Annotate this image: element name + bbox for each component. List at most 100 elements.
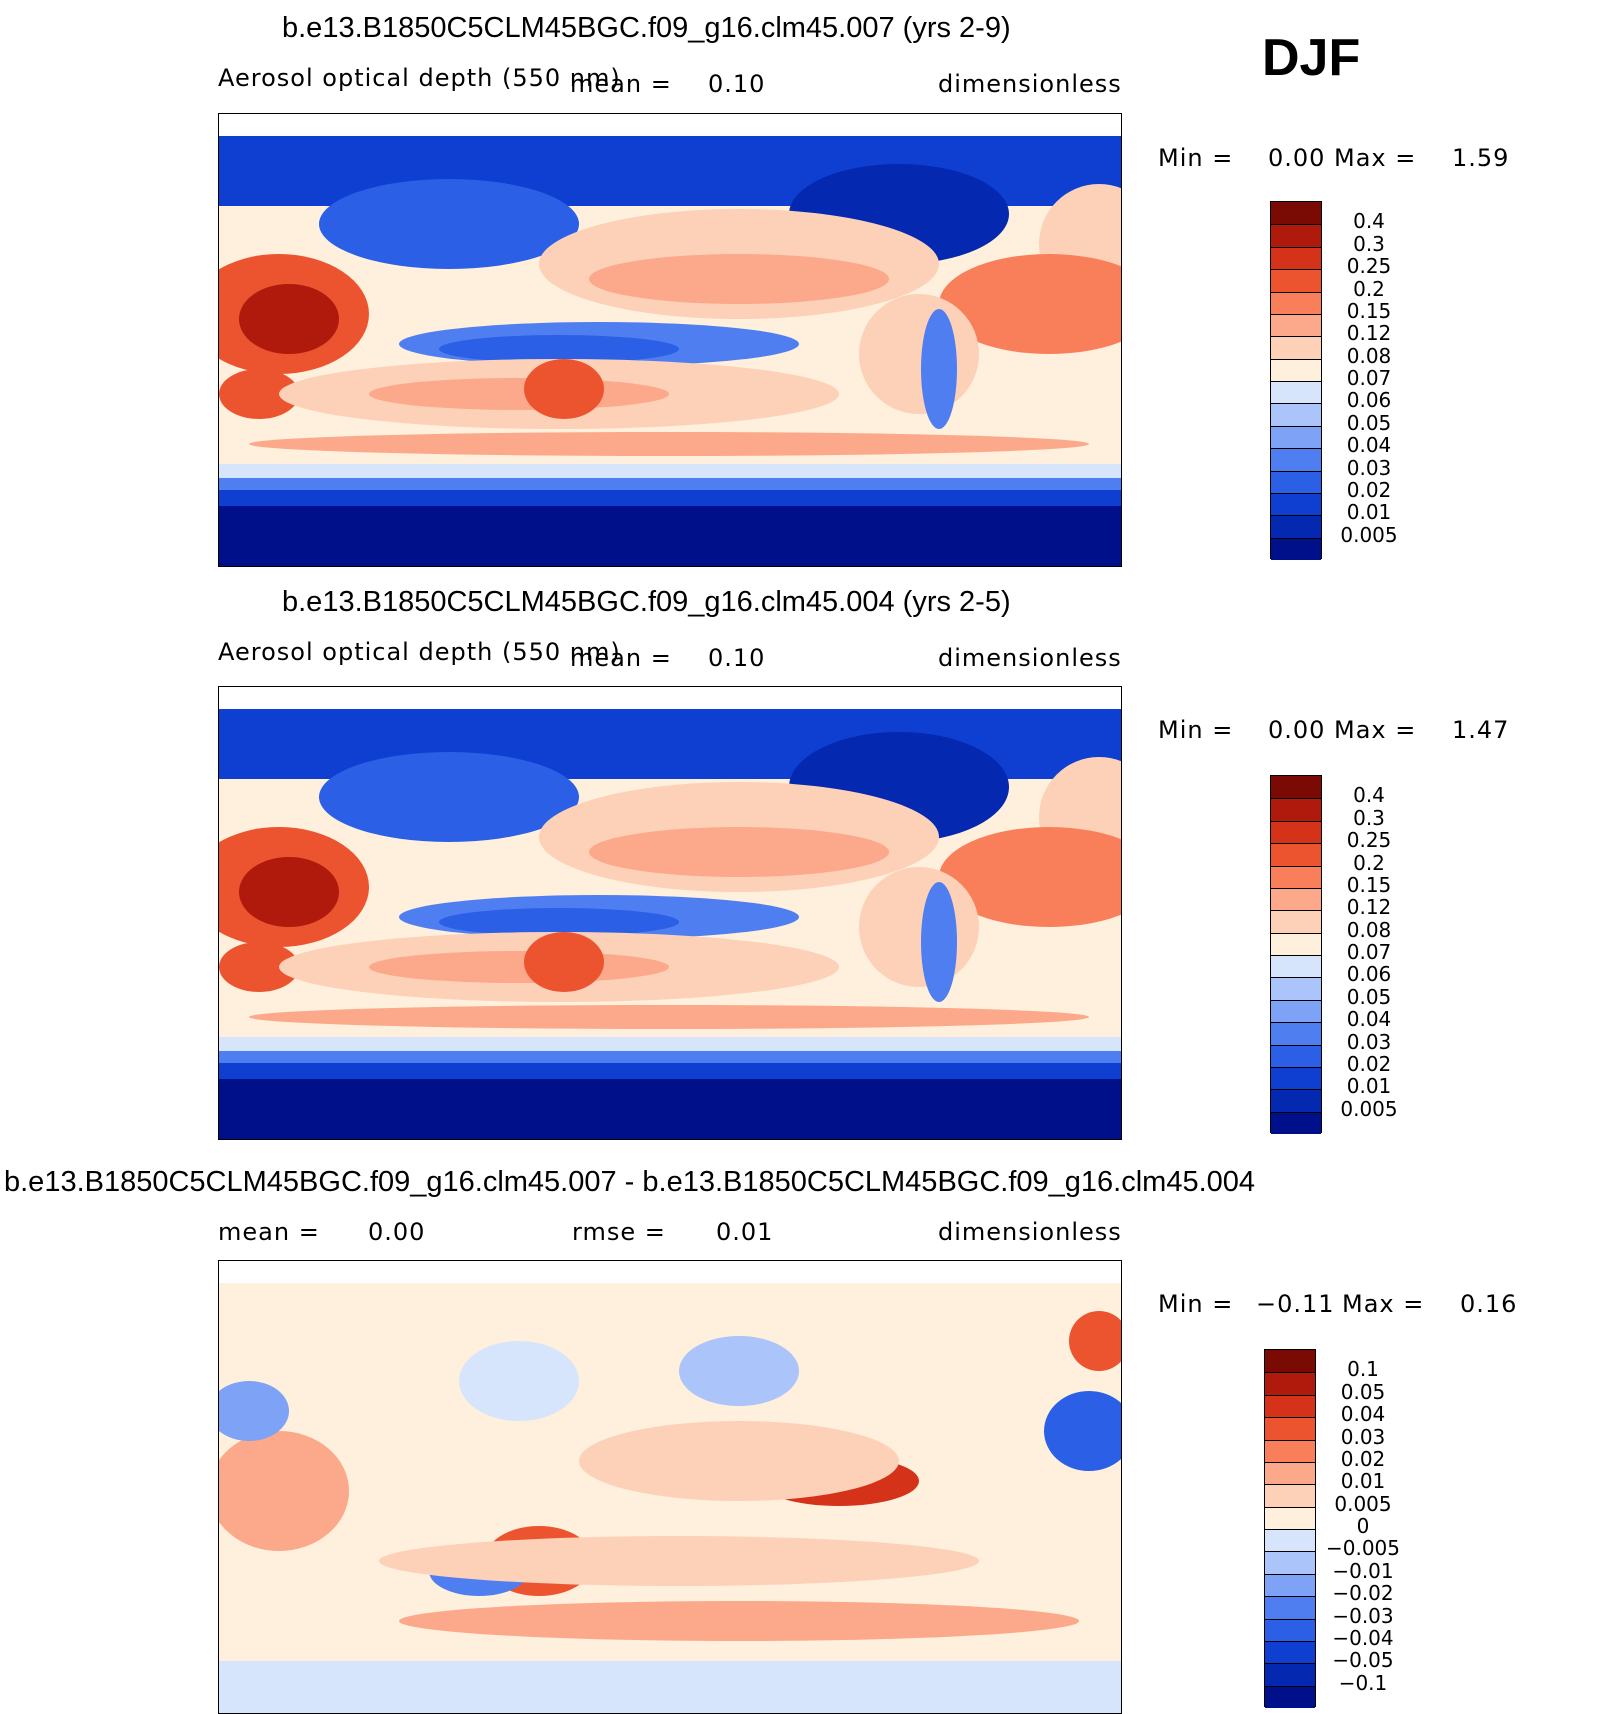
- colorbar-box: [1265, 1685, 1315, 1708]
- colorbar-box: [1271, 448, 1321, 471]
- colorbar-box: [1271, 269, 1321, 292]
- panel2-min-label: Min =: [1158, 716, 1234, 744]
- colorbar-box: [1271, 865, 1321, 888]
- colorbar-box: [1271, 403, 1321, 426]
- colorbar-box: [1271, 313, 1321, 337]
- colorbar-tick-label: −0.005: [1325, 1536, 1400, 1561]
- colorbar-box: [1271, 515, 1321, 538]
- panel1-units: dimensionless: [938, 70, 1122, 98]
- colorbar-box: [1271, 1089, 1321, 1112]
- colorbar-box: [1271, 1066, 1321, 1090]
- panel3-map: [218, 1260, 1122, 1714]
- panel3-map-field: [219, 1261, 1121, 1713]
- panel3-max-label: Max =: [1342, 1290, 1425, 1318]
- panel1-max-label: Max =: [1334, 144, 1417, 172]
- colorbar-tick-label: 0.04: [1346, 433, 1392, 458]
- colorbar-tick-label: −0.03: [1332, 1603, 1394, 1628]
- panel2-max-label: Max =: [1334, 716, 1417, 744]
- panel1-colorbar: [1270, 201, 1322, 560]
- colorbar-box: [1271, 798, 1321, 821]
- colorbar-tick-label: −0.02: [1332, 1581, 1394, 1606]
- panel3-min-value: −0.11: [1256, 1290, 1335, 1318]
- colorbar-tick-label: 0.02: [1346, 1051, 1392, 1076]
- colorbar-box: [1265, 1417, 1315, 1440]
- colorbar-tick-label: 0.25: [1346, 254, 1392, 279]
- colorbar-box: [1271, 977, 1321, 1000]
- colorbar-box: [1271, 999, 1321, 1023]
- colorbar-tick-label: 0.1: [1347, 1357, 1379, 1382]
- colorbar-box: [1265, 1506, 1315, 1529]
- colorbar-tick-label: 0.04: [1346, 1007, 1392, 1032]
- colorbar-box: [1265, 1529, 1315, 1552]
- colorbar-tick-label: 0.06: [1346, 962, 1392, 987]
- colorbar-tick-label: 0.2: [1353, 276, 1385, 301]
- colorbar-box: [1271, 470, 1321, 493]
- colorbar-box: [1271, 492, 1321, 516]
- colorbar-box: [1265, 1461, 1315, 1485]
- panel3-colorbar: [1264, 1349, 1316, 1708]
- colorbar-tick-label: 0.2: [1353, 850, 1385, 875]
- colorbar-tick-label: 0.03: [1346, 1029, 1392, 1054]
- panel2-variable-label: Aerosol optical depth (550 nm): [218, 638, 621, 666]
- colorbar-box: [1271, 425, 1321, 449]
- colorbar-box: [1271, 336, 1321, 359]
- colorbar-box: [1265, 1484, 1315, 1507]
- colorbar-tick-label: 0.15: [1346, 298, 1392, 323]
- colorbar-tick-label: 0.05: [1346, 984, 1392, 1009]
- colorbar-box: [1271, 910, 1321, 933]
- colorbar-box: [1271, 1022, 1321, 1045]
- colorbar-box: [1265, 1573, 1315, 1597]
- colorbar-tick-label: 0.06: [1346, 388, 1392, 413]
- colorbar-box: [1265, 1350, 1315, 1373]
- colorbar-box: [1271, 224, 1321, 247]
- panel3-units: dimensionless: [938, 1218, 1122, 1246]
- colorbar-box: [1271, 202, 1321, 225]
- colorbar-tick-label: 0.02: [1346, 477, 1392, 502]
- panel1-mean-label: mean =: [570, 70, 672, 98]
- colorbar-box: [1271, 820, 1321, 844]
- colorbar-tick-label: 0.4: [1353, 209, 1385, 234]
- colorbar-box: [1271, 381, 1321, 404]
- colorbar-tick-label: 0.4: [1353, 783, 1385, 808]
- colorbar-tick-label: 0.08: [1346, 343, 1392, 368]
- colorbar-box: [1271, 932, 1321, 955]
- panel2-mean-value: 0.10: [708, 644, 766, 672]
- colorbar-tick-label: 0.12: [1346, 895, 1392, 920]
- colorbar-tick-label: 0.03: [1346, 455, 1392, 480]
- colorbar-tick-label: 0.07: [1346, 940, 1392, 964]
- colorbar-box: [1271, 843, 1321, 866]
- colorbar-tick-label: −0.01: [1332, 1558, 1394, 1583]
- panel3-mean-value: 0.00: [368, 1218, 426, 1246]
- colorbar-box: [1265, 1551, 1315, 1574]
- panel1-min-label: Min =: [1158, 144, 1234, 172]
- colorbar-box: [1271, 358, 1321, 381]
- colorbar-tick-label: 0.25: [1346, 828, 1392, 853]
- panel1-mean-value: 0.10: [708, 70, 766, 98]
- panel1-min-value: 0.00: [1268, 144, 1326, 172]
- panel2-map: [218, 686, 1122, 1140]
- colorbar-box: [1265, 1663, 1315, 1686]
- colorbar-tick-label: −0.04: [1332, 1625, 1394, 1650]
- colorbar-tick-label: 0.02: [1340, 1446, 1386, 1471]
- panel1-variable-label: Aerosol optical depth (550 nm): [218, 64, 621, 92]
- panel1-title: b.e13.B1850C5CLM45BGC.f09_g16.clm45.007 …: [282, 12, 1011, 44]
- panel2-title: b.e13.B1850C5CLM45BGC.f09_g16.clm45.004 …: [282, 586, 1011, 618]
- colorbar-tick-label: 0: [1356, 1514, 1370, 1538]
- colorbar-box: [1271, 246, 1321, 270]
- colorbar-box: [1271, 887, 1321, 911]
- colorbar-tick-label: 0.03: [1340, 1424, 1386, 1449]
- colorbar-tick-label: 0.05: [1346, 410, 1392, 435]
- panel2-colorbar: [1270, 775, 1322, 1134]
- colorbar-box: [1271, 1111, 1321, 1134]
- panel3-rmse-value: 0.01: [716, 1218, 774, 1246]
- colorbar-box: [1265, 1618, 1315, 1641]
- colorbar-box: [1271, 776, 1321, 799]
- season-label: DJF: [1262, 29, 1361, 87]
- colorbar-box: [1271, 955, 1321, 978]
- colorbar-box: [1265, 1394, 1315, 1418]
- panel1-map-field: [219, 114, 1121, 566]
- panel3-mean-label: mean =: [218, 1218, 320, 1246]
- panel3-min-label: Min =: [1158, 1290, 1234, 1318]
- colorbar-tick-label: 0.01: [1340, 1469, 1386, 1494]
- colorbar-tick-label: 0.005: [1340, 1096, 1398, 1121]
